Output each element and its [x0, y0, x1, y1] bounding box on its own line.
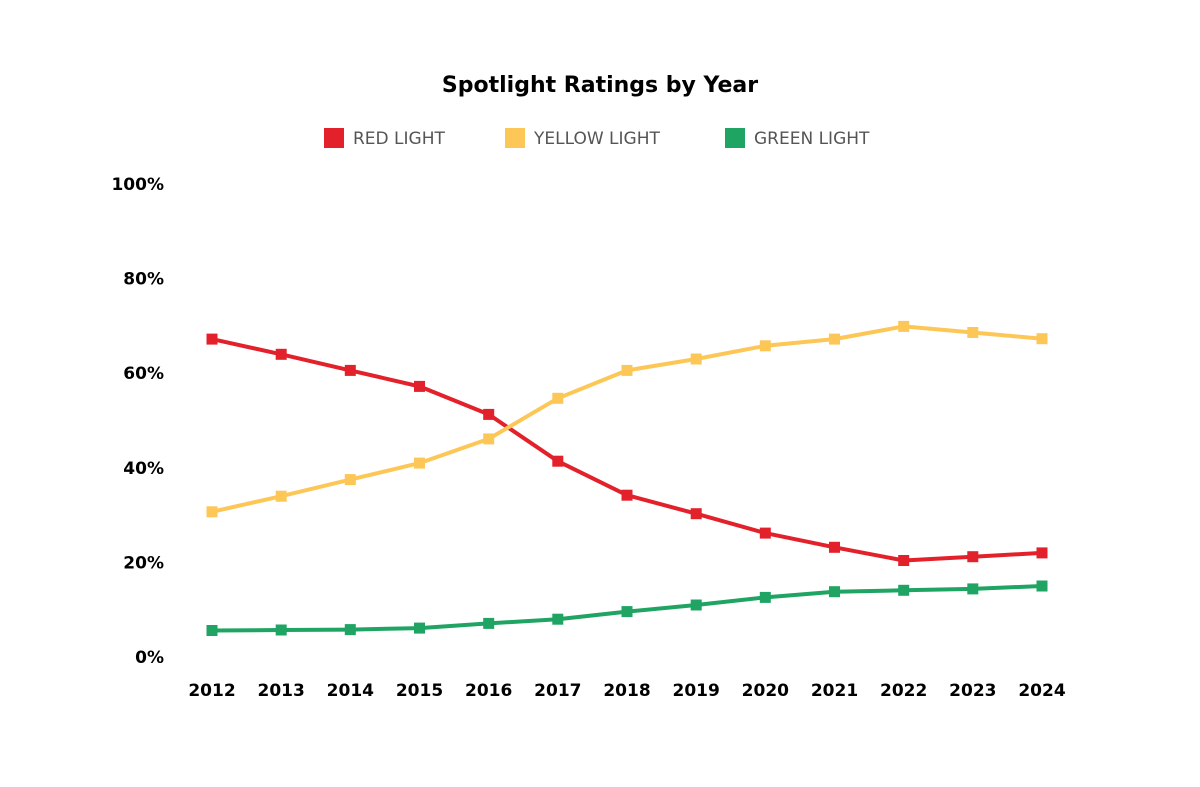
data-point-red-light [967, 551, 979, 563]
y-tick-label: 100% [111, 175, 164, 195]
data-point-green-light [690, 599, 702, 611]
data-point-yellow-light [759, 340, 771, 352]
x-tick-label: 2016 [465, 681, 512, 701]
series-green-light [206, 580, 1048, 636]
legend-swatch-red [324, 128, 344, 148]
data-point-yellow-light [621, 364, 633, 376]
data-point-yellow-light [206, 506, 218, 518]
data-point-red-light [206, 333, 218, 345]
x-tick-label: 2017 [534, 681, 581, 701]
data-point-green-light [552, 613, 564, 625]
data-point-yellow-light [552, 392, 564, 404]
series-yellow-light [206, 320, 1048, 518]
x-tick-label: 2021 [811, 681, 858, 701]
data-point-green-light [344, 624, 356, 636]
series-red-light [206, 333, 1048, 566]
data-point-yellow-light [344, 474, 356, 486]
legend-swatch-yellow [505, 128, 525, 148]
data-point-red-light [621, 489, 633, 501]
y-tick-label: 20% [123, 553, 164, 573]
data-point-yellow-light [483, 433, 495, 445]
data-point-green-light [759, 591, 771, 603]
x-tick-label: 2014 [327, 681, 374, 701]
x-tick-label: 2023 [949, 681, 996, 701]
data-point-yellow-light [1036, 333, 1048, 345]
y-tick-label: 80% [123, 270, 164, 290]
data-point-yellow-light [898, 320, 910, 332]
data-point-yellow-light [275, 490, 287, 502]
data-point-red-light [552, 455, 564, 467]
x-tick-label: 2019 [673, 681, 720, 701]
data-point-red-light [759, 527, 771, 539]
x-axis: 2012 2013 2014 2015 2016 2017 2018 2019 2020 2021… [188, 681, 1065, 701]
y-axis: 0% 20% 40% 60% 80% 100% [111, 175, 164, 668]
data-point-red-light [690, 508, 702, 520]
data-point-red-light [483, 408, 495, 420]
data-point-red-light [898, 555, 910, 566]
data-point-yellow-light [414, 457, 425, 469]
data-point-red-light [1036, 547, 1048, 559]
data-point-green-light [621, 606, 633, 618]
legend-label-red: RED LIGHT [353, 129, 445, 149]
data-point-red-light [275, 348, 287, 360]
x-tick-label: 2015 [396, 681, 443, 701]
x-tick-label: 2020 [742, 681, 789, 701]
x-tick-label: 2013 [258, 681, 305, 701]
data-point-green-light [275, 624, 287, 636]
data-point-yellow-light [829, 333, 840, 345]
data-point-green-light [206, 625, 218, 636]
y-tick-label: 0% [135, 648, 164, 668]
data-point-green-light [1036, 580, 1048, 592]
legend-label-green: GREEN LIGHT [754, 129, 870, 149]
data-point-yellow-light [967, 327, 979, 338]
x-tick-label: 2012 [188, 681, 235, 701]
y-tick-label: 60% [123, 364, 164, 384]
data-point-red-light [414, 380, 425, 392]
data-point-red-light [344, 364, 356, 376]
x-tick-label: 2018 [603, 681, 650, 701]
data-point-green-light [967, 583, 979, 595]
data-point-green-light [414, 622, 425, 634]
series-line-yellow-light [211, 324, 1043, 514]
data-point-green-light [898, 584, 910, 596]
x-tick-label: 2022 [880, 681, 927, 701]
data-point-red-light [829, 541, 840, 553]
data-point-green-light [483, 617, 495, 629]
legend-label-yellow: YELLOW LIGHT [533, 129, 660, 149]
chart-title: Spotlight Ratings by Year [442, 73, 758, 98]
legend: RED LIGHT YELLOW LIGHT GREEN LIGHT [324, 128, 870, 149]
x-tick-label: 2024 [1018, 681, 1065, 701]
data-point-green-light [829, 586, 840, 598]
data-point-yellow-light [690, 353, 702, 365]
legend-swatch-green [725, 128, 745, 148]
plot-area [206, 320, 1048, 636]
y-tick-label: 40% [123, 459, 164, 479]
